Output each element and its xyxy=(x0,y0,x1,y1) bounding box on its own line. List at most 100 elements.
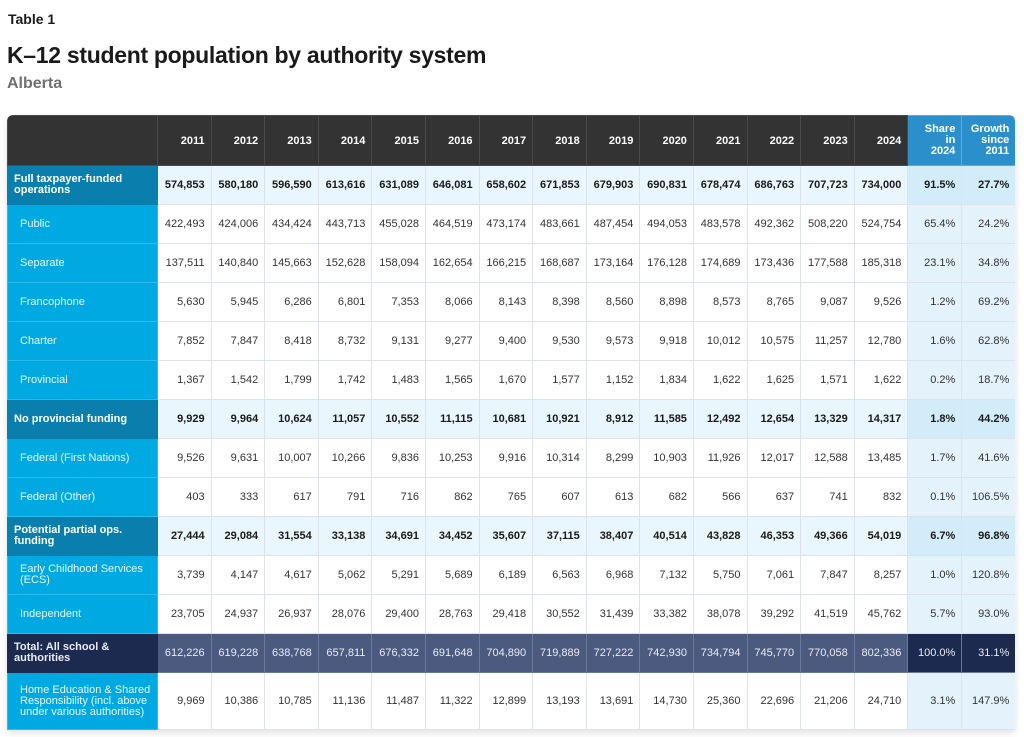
column-header-year: 2014 xyxy=(317,115,373,166)
value-cell: 770,058 xyxy=(800,633,855,673)
value-cell: 24,710 xyxy=(853,672,909,730)
value-cell: 173,436 xyxy=(746,243,802,283)
header-corner xyxy=(7,115,158,166)
value-cell: 38,407 xyxy=(585,516,641,556)
value-cell: 12,492 xyxy=(692,399,748,439)
value-cell: 613 xyxy=(585,477,641,517)
value-cell: 37,115 xyxy=(532,516,587,556)
value-cell: 682 xyxy=(639,477,694,517)
value-cell: 862 xyxy=(424,477,480,517)
value-cell: 7,132 xyxy=(639,555,694,595)
value-cell: 6,563 xyxy=(532,555,587,595)
value-cell: 676,332 xyxy=(371,633,426,673)
value-cell: 176,128 xyxy=(639,243,694,283)
value-cell: 158,094 xyxy=(371,243,426,283)
value-cell: 333 xyxy=(210,477,266,517)
row-label: Provincial xyxy=(7,360,158,400)
value-cell: 12,017 xyxy=(746,438,802,478)
column-header-year: 2016 xyxy=(424,115,480,166)
value-cell: 566 xyxy=(692,477,748,517)
growth-cell: 44.2% xyxy=(961,399,1015,439)
value-cell: 166,215 xyxy=(478,243,534,283)
value-cell: 10,266 xyxy=(317,438,373,478)
value-cell: 45,762 xyxy=(853,594,909,634)
value-cell: 30,552 xyxy=(532,594,587,634)
value-cell: 13,485 xyxy=(853,438,909,478)
column-header-year: 2012 xyxy=(210,115,266,166)
value-cell: 8,765 xyxy=(746,282,802,322)
value-cell: 8,912 xyxy=(585,399,641,439)
value-cell: 494,053 xyxy=(639,204,694,244)
value-cell: 31,439 xyxy=(585,594,641,634)
value-cell: 13,193 xyxy=(532,672,587,730)
value-cell: 173,164 xyxy=(585,243,641,283)
table-row: Francophone 5,630 5,945 6,286 6,801 7,353 8,06… xyxy=(7,282,1015,322)
value-cell: 24,937 xyxy=(210,594,266,634)
row-label: Federal (Other) xyxy=(7,477,158,517)
value-cell: 25,360 xyxy=(692,672,748,730)
column-header-year: 2019 xyxy=(585,115,641,166)
value-cell: 802,336 xyxy=(853,633,909,673)
value-cell: 464,519 xyxy=(424,204,480,244)
value-cell: 8,398 xyxy=(532,282,587,322)
value-cell: 4,617 xyxy=(264,555,319,595)
value-cell: 9,573 xyxy=(585,321,641,361)
growth-cell: 41.6% xyxy=(961,438,1015,478)
growth-cell: 27.7% xyxy=(961,165,1015,205)
value-cell: 8,299 xyxy=(585,438,641,478)
value-cell: 11,926 xyxy=(692,438,748,478)
value-cell: 596,590 xyxy=(264,165,319,205)
value-cell: 185,318 xyxy=(853,243,909,283)
value-cell: 8,560 xyxy=(585,282,641,322)
value-cell: 1,542 xyxy=(210,360,266,400)
growth-cell: 147.9% xyxy=(961,672,1015,730)
table-row: Early Childhood Services (ECS) 3,739 4,147… xyxy=(7,555,1015,595)
value-cell: 580,180 xyxy=(210,165,266,205)
value-cell: 10,921 xyxy=(532,399,587,439)
column-header-year: 2020 xyxy=(639,115,694,166)
value-cell: 35,607 xyxy=(478,516,534,556)
growth-cell: 24.2% xyxy=(961,204,1015,244)
column-header-share: Share in 2024 xyxy=(907,115,963,166)
value-cell: 11,115 xyxy=(424,399,480,439)
value-cell: 4,147 xyxy=(210,555,266,595)
value-cell: 617 xyxy=(264,477,319,517)
value-cell: 741 xyxy=(800,477,855,517)
growth-cell: 18.7% xyxy=(961,360,1015,400)
row-label: Full taxpayer-funded operations xyxy=(7,165,158,205)
value-cell: 1,571 xyxy=(800,360,855,400)
value-cell: 11,487 xyxy=(371,672,426,730)
value-cell: 9,964 xyxy=(210,399,266,439)
header-line: Share xyxy=(924,123,956,135)
column-header-year: 2017 xyxy=(478,115,534,166)
growth-cell: 69.2% xyxy=(961,282,1015,322)
share-cell: 100.0% xyxy=(907,633,963,673)
value-cell: 686,763 xyxy=(746,165,802,205)
value-cell: 1,367 xyxy=(157,360,212,400)
value-cell: 658,602 xyxy=(478,165,534,205)
value-cell: 5,291 xyxy=(371,555,426,595)
value-cell: 1,670 xyxy=(478,360,534,400)
table-row: Public 422,493 424,006 434,424 443,713 455,02… xyxy=(7,204,1015,244)
value-cell: 9,087 xyxy=(800,282,855,322)
value-cell: 1,577 xyxy=(532,360,587,400)
value-cell: 1,622 xyxy=(853,360,909,400)
value-cell: 10,785 xyxy=(264,672,319,730)
value-cell: 704,890 xyxy=(478,633,534,673)
header-line: since xyxy=(981,134,1010,146)
value-cell: 140,840 xyxy=(210,243,266,283)
value-cell: 631,089 xyxy=(371,165,426,205)
value-cell: 23,705 xyxy=(157,594,212,634)
value-cell: 574,853 xyxy=(157,165,212,205)
row-label: No provincial funding xyxy=(7,399,158,439)
header-line: 2011 xyxy=(985,145,1010,157)
value-cell: 11,257 xyxy=(800,321,855,361)
value-cell: 21,206 xyxy=(800,672,855,730)
value-cell: 403 xyxy=(157,477,212,517)
value-cell: 11,057 xyxy=(317,399,373,439)
page-title: K–12 student population by authority sys… xyxy=(7,42,487,68)
value-cell: 39,292 xyxy=(746,594,802,634)
value-cell: 137,511 xyxy=(157,243,212,283)
table-row: Potential partial ops. funding 27,444 29,0… xyxy=(7,516,1015,556)
value-cell: 6,286 xyxy=(264,282,319,322)
